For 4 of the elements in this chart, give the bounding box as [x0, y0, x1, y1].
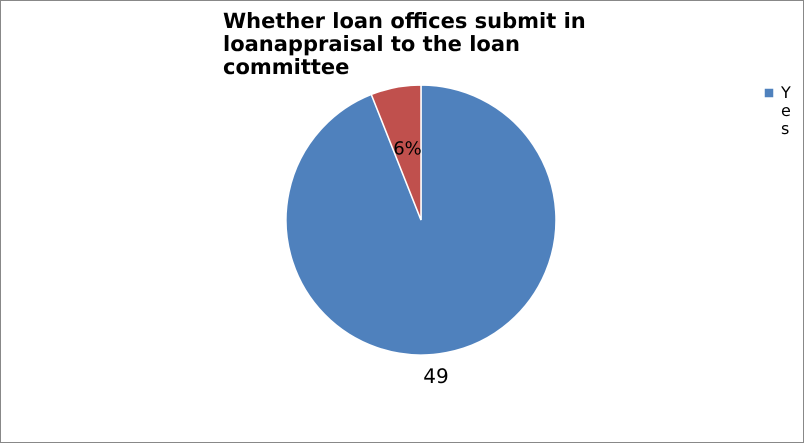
- text: 49: [423, 364, 449, 388]
- chart-title: Whether loan offices submit in loanappraisal to the loan committee: [223, 9, 586, 79]
- pie-slice: [285, 84, 557, 356]
- legend-label: Yes: [780, 83, 791, 138]
